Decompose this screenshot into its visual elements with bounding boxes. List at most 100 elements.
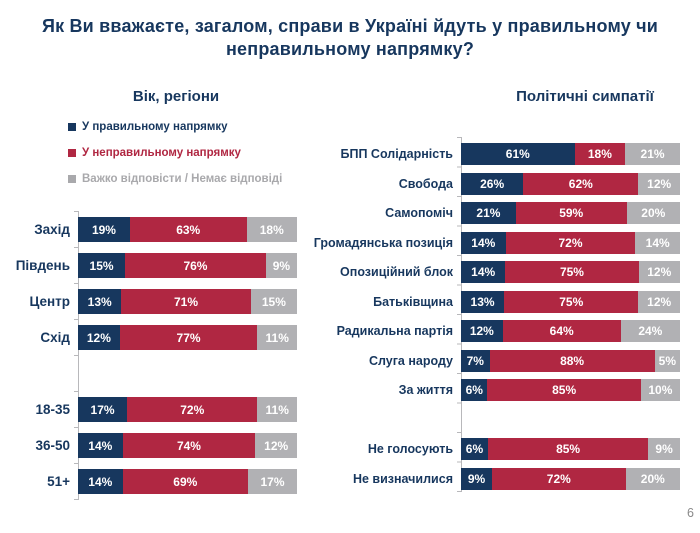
bar-value-label: 14%	[471, 235, 496, 250]
bar-value-label: 20%	[641, 206, 666, 220]
bar-row: Самопоміч 21% 59% 20%	[316, 202, 686, 224]
bar-value-label: 9%	[655, 442, 673, 456]
bar-value-label: 14%	[88, 438, 113, 453]
bar-track: 9% 72% 20%	[461, 467, 681, 490]
bar-segment-negative: 63%	[129, 217, 247, 242]
bar-value-label: 76%	[183, 258, 208, 273]
right-panel-heading: Політичні симпатії	[516, 88, 654, 105]
bar-segment-positive: 15%	[78, 253, 126, 278]
y-axis-ticks	[457, 137, 461, 492]
bar-value-label: 17%	[260, 474, 285, 489]
bar-value-label: 61%	[505, 147, 530, 161]
bar-track: 13% 71% 15%	[78, 289, 298, 314]
bar-segment-positive: 7%	[461, 349, 490, 372]
legend: У правильному напрямку У неправильному н…	[68, 120, 282, 198]
bar-segment-negative: 76%	[125, 253, 266, 278]
bar-value-label: 18%	[587, 147, 612, 161]
bar-segment-negative: 71%	[121, 289, 251, 314]
bar-value-label: 14%	[88, 474, 113, 489]
bar-segment-neutral: 11%	[257, 397, 297, 422]
bar-row: 18-35 17% 72% 11%	[10, 397, 310, 422]
bar-segment-positive: 14%	[78, 469, 123, 494]
bar-track: 14% 75% 12%	[461, 261, 680, 283]
bar-segment-negative: 59%	[515, 202, 627, 224]
bar-segment-negative: 75%	[505, 261, 639, 283]
row-spacer	[316, 409, 686, 431]
bar-segment-negative: 18%	[574, 143, 626, 165]
bar-track: 14% 74% 12%	[78, 433, 297, 458]
bar-segment-positive: 9%	[461, 467, 493, 490]
bar-value-label: 14%	[645, 235, 670, 250]
bar-value-label: 63%	[176, 222, 201, 237]
category-label: Південь	[15, 258, 70, 273]
bar-value-label: 69%	[173, 474, 198, 489]
y-axis-line	[78, 211, 79, 500]
category-label: 51+	[47, 474, 70, 489]
legend-swatch-negative	[68, 149, 76, 157]
bar-segment-neutral: 21%	[625, 143, 680, 165]
bar-segment-neutral: 20%	[625, 467, 681, 490]
legend-swatch-positive	[68, 123, 76, 131]
bar-row: Не голосують 6% 85% 9%	[316, 438, 686, 460]
bar-value-label: 12%	[647, 294, 672, 309]
category-label: За життя	[398, 383, 453, 397]
row-spacer	[10, 361, 310, 386]
page-number: 6	[687, 506, 694, 520]
bar-segment-neutral: 12%	[638, 290, 680, 313]
bar-segment-neutral: 12%	[255, 433, 297, 458]
bar-segment-positive: 14%	[461, 231, 506, 254]
category-label: 36-50	[35, 438, 70, 453]
bar-value-label: 21%	[640, 147, 665, 161]
bar-segment-positive: 14%	[461, 261, 506, 283]
y-axis-line	[461, 137, 462, 492]
bar-value-label: 15%	[261, 294, 286, 309]
bar-row: 36-50 14% 74% 12%	[10, 433, 310, 458]
bar-track: 6% 85% 10%	[461, 379, 680, 401]
bar-segment-neutral: 11%	[257, 325, 297, 350]
bar-segment-neutral: 17%	[247, 469, 297, 494]
bar-row: Радикальна партія 12% 64% 24%	[316, 320, 686, 342]
bar-segment-positive: 6%	[461, 379, 488, 401]
left-panel-heading: Вік, регіони	[132, 88, 220, 105]
bar-segment-neutral: 18%	[246, 217, 297, 242]
bar-value-label: 24%	[638, 324, 663, 338]
category-label: Не визначилися	[352, 471, 453, 486]
legend-label-neutral: Важко відповісти / Немає відповіді	[82, 173, 283, 185]
bar-segment-negative: 88%	[489, 349, 655, 372]
bar-value-label: 74%	[176, 438, 201, 453]
bar-value-label: 12%	[264, 438, 289, 453]
chart-age-regions: Захід 19% 63% 18% Південь 15% 76% 9% Центр 13% 71%…	[10, 211, 310, 505]
bar-track: 14% 72% 14%	[461, 231, 680, 254]
bar-value-label: 26%	[480, 176, 505, 191]
bar-track: 19% 63% 18%	[78, 217, 297, 242]
legend-item-negative: У неправильному напрямку	[68, 146, 282, 160]
bar-segment-positive: 12%	[78, 325, 120, 350]
bar-value-label: 11%	[265, 402, 289, 417]
bar-segment-negative: 85%	[487, 438, 649, 460]
bar-segment-positive: 12%	[461, 320, 503, 342]
legend-item-neutral: Важко відповісти / Немає відповіді	[68, 172, 282, 186]
y-axis-ticks	[74, 211, 78, 500]
bar-value-label: 85%	[552, 383, 577, 397]
bar-value-label: 72%	[180, 402, 205, 417]
bar-value-label: 71%	[174, 294, 199, 309]
bar-value-label: 20%	[640, 471, 665, 486]
bar-segment-positive: 13%	[461, 290, 505, 313]
bar-segment-positive: 26%	[461, 172, 524, 195]
bar-segment-positive: 6%	[461, 438, 488, 460]
bar-value-label: 15%	[89, 258, 114, 273]
bar-segment-positive: 14%	[78, 433, 123, 458]
bar-value-label: 64%	[549, 324, 574, 338]
bar-value-label: 13%	[470, 294, 495, 309]
bar-segment-negative: 62%	[523, 172, 639, 195]
bar-segment-neutral: 9%	[265, 253, 298, 278]
slide-title: Як Ви вважаєте, загалом, справи в Україн…	[41, 16, 659, 60]
bar-segment-positive: 17%	[78, 397, 128, 422]
bar-row: Опозиційний блок 14% 75% 12%	[316, 261, 686, 283]
bar-segment-neutral: 24%	[620, 320, 680, 342]
bar-row: Батьківщина 13% 75% 12%	[316, 290, 686, 313]
bar-value-label: 17%	[90, 402, 115, 417]
bar-value-label: 12%	[469, 324, 494, 338]
bar-track: 6% 85% 9%	[461, 438, 680, 460]
